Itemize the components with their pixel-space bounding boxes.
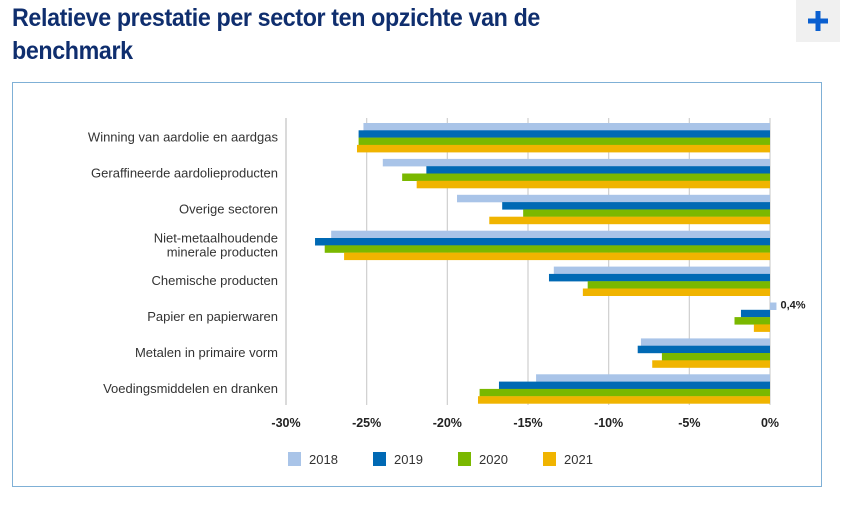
bar-2019 xyxy=(548,273,770,282)
data-label: 0,4% xyxy=(780,300,805,312)
x-tick-label: -30% xyxy=(271,416,300,430)
expand-button[interactable] xyxy=(796,0,840,42)
bar-2019 xyxy=(426,166,770,174)
x-tick-label: -5% xyxy=(678,416,700,430)
legend-swatch xyxy=(458,452,471,466)
bar-2019 xyxy=(358,130,770,138)
legend-label: 2019 xyxy=(394,452,423,467)
x-tick-labels: -30% -25% -20% -15% -10% -5% 0% xyxy=(271,416,779,430)
plus-icon xyxy=(808,11,828,31)
x-tick-label: -15% xyxy=(513,416,542,430)
bar-2021 xyxy=(344,252,770,261)
legend-label: 2018 xyxy=(309,452,338,467)
bar-2021 xyxy=(582,288,770,296)
category-label: minerale producten xyxy=(167,244,278,259)
bar-2020 xyxy=(661,353,770,361)
legend-swatch xyxy=(288,452,301,466)
bar-2020 xyxy=(479,388,770,397)
bar-2021 xyxy=(489,216,770,225)
annotations: 0,4% xyxy=(780,300,805,312)
bar-2020 xyxy=(523,209,770,217)
bar-2020 xyxy=(587,281,770,289)
x-tick-label: -20% xyxy=(433,416,462,430)
legend: 2018 2019 2020 2021 xyxy=(288,452,593,467)
bar-2018 xyxy=(382,158,770,167)
bar-2021 xyxy=(356,144,770,153)
bar-2018 xyxy=(770,302,777,310)
category-label: Voedingsmiddelen en dranken xyxy=(103,381,278,396)
legend-swatch xyxy=(373,452,386,466)
bars xyxy=(315,123,777,404)
x-tick-label: -25% xyxy=(352,416,381,430)
category-label: Metalen in primaire vorm xyxy=(135,345,278,360)
bar-2020 xyxy=(402,173,770,181)
bar-2020 xyxy=(734,317,770,325)
legend-label: 2021 xyxy=(564,452,593,467)
bar-2021 xyxy=(477,396,770,404)
bar-2021 xyxy=(753,324,770,332)
legend-swatch xyxy=(543,452,556,466)
category-label: Niet-metaalhoudende xyxy=(154,230,278,245)
bar-2021 xyxy=(652,360,770,368)
category-label: Papier en papierwaren xyxy=(147,309,278,324)
x-tick-label: -10% xyxy=(594,416,623,430)
x-tick-label: 0% xyxy=(761,416,779,430)
page-title: Relatieve prestatie per sector ten opzic… xyxy=(12,4,540,65)
bar-2018 xyxy=(640,338,770,346)
bar-2019 xyxy=(315,238,770,246)
bar-2021 xyxy=(416,180,770,189)
bar-2018 xyxy=(553,266,770,275)
bar-2018 xyxy=(457,194,770,203)
bar-2018 xyxy=(363,123,770,131)
bar-2019 xyxy=(740,309,770,318)
bar-2020 xyxy=(324,245,770,253)
legend-item-2019: 2019 xyxy=(373,452,423,467)
category-label: Geraffineerde aardolieproducten xyxy=(91,166,278,181)
category-label: Winning van aardolie en aardgas xyxy=(88,130,279,145)
bar-2018 xyxy=(536,374,770,382)
legend-item-2020: 2020 xyxy=(458,452,508,467)
bar-2018 xyxy=(331,230,770,239)
bar-2019 xyxy=(502,202,770,210)
bar-2019 xyxy=(637,345,770,354)
legend-label: 2020 xyxy=(479,452,508,467)
category-label: Chemische producten xyxy=(152,273,278,288)
category-labels: Winning van aardolie en aardgas Geraffine… xyxy=(88,130,279,396)
bar-2020 xyxy=(358,137,770,146)
bar-2019 xyxy=(498,381,770,390)
category-label: Overige sectoren xyxy=(179,201,278,216)
legend-item-2021: 2021 xyxy=(543,452,593,467)
legend-item-2018: 2018 xyxy=(288,452,338,467)
